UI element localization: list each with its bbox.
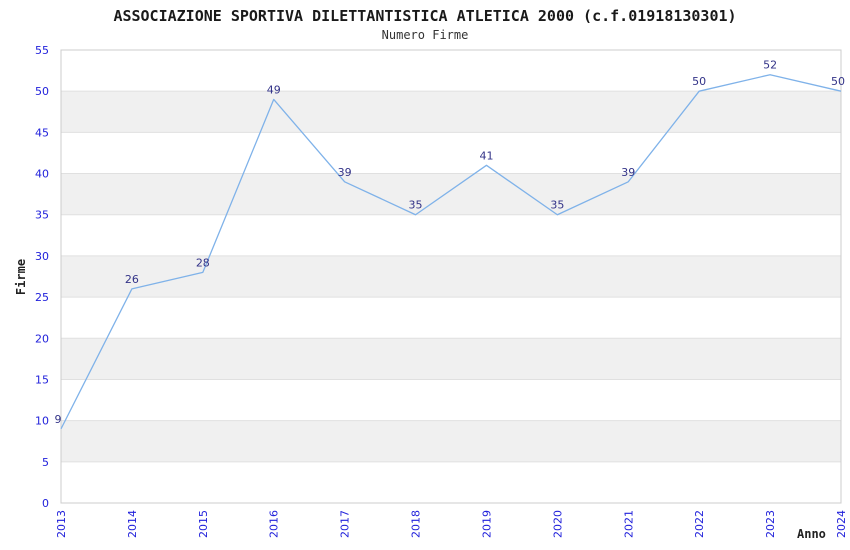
x-tick-label: 2014 [126,510,139,538]
point-value-label: 26 [125,273,139,286]
grid-band [61,338,841,380]
x-tick-label: 2019 [480,510,493,538]
grid-band [61,255,841,298]
point-value-label: 52 [763,59,777,72]
x-axis-title: Anno [797,527,826,541]
y-tick-label: 10 [35,415,49,428]
point-value-label: 35 [409,199,423,212]
grid-band [61,173,841,215]
y-tick-label: 15 [35,373,49,386]
point-value-label: 50 [692,75,706,88]
plot-border [60,49,842,504]
x-tick-label: 2020 [551,510,564,538]
x-tick-label: 2023 [764,510,777,538]
chart-subtitle: Numero Firme [381,28,469,42]
y-tick-label: 35 [35,209,49,222]
x-tick-label: 2018 [410,510,423,538]
x-tick-label: 2021 [622,510,635,538]
y-tick-label: 30 [35,250,49,263]
chart-title: ASSOCIAZIONE SPORTIVA DILETTANTISTICA AT… [113,7,737,25]
x-tick-label: 2024 [835,510,848,538]
x-tick-label: 2013 [55,510,68,538]
point-value-label: 35 [550,199,564,212]
y-tick-label: 25 [35,291,49,304]
point-value-label: 28 [196,256,210,269]
x-tick-label: 2017 [339,510,352,538]
point-value-label: 50 [831,75,845,88]
point-value-label: 39 [621,166,635,179]
data-line [60,74,842,430]
point-value-label: 49 [267,83,281,96]
y-tick-label: 55 [35,44,49,57]
grid-band [61,420,841,462]
y-tick-label: 50 [35,85,49,98]
y-tick-label: 5 [42,456,49,469]
point-value-label: 41 [479,149,493,162]
y-tick-label: 20 [35,332,49,345]
y-tick-label: 45 [35,126,49,139]
x-tick-label: 2016 [268,510,281,538]
point-value-label: 9 [55,413,62,426]
x-tick-label: 2022 [693,510,706,538]
y-tick-label: 0 [42,497,49,510]
point-value-label: 39 [338,166,352,179]
x-tick-label: 2015 [197,510,210,538]
grid-band [61,91,841,133]
y-tick-label: 40 [35,168,49,181]
